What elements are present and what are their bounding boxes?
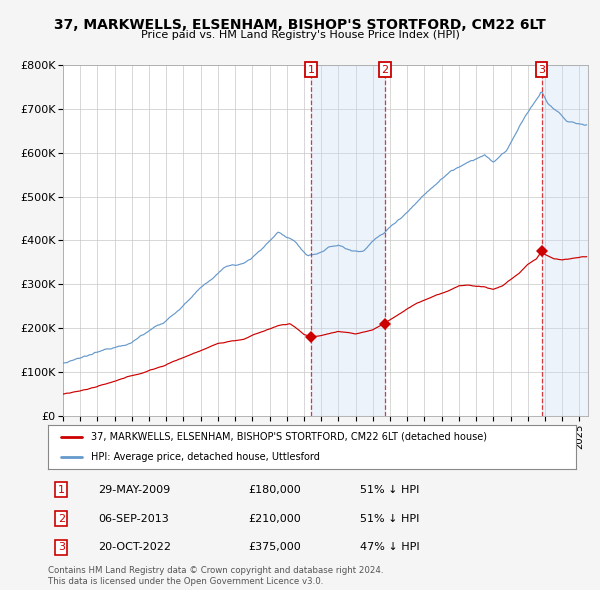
Text: 20-OCT-2022: 20-OCT-2022 <box>98 542 171 552</box>
Text: 51% ↓ HPI: 51% ↓ HPI <box>359 485 419 495</box>
Text: £180,000: £180,000 <box>248 485 301 495</box>
Text: 51% ↓ HPI: 51% ↓ HPI <box>359 514 419 523</box>
Text: £210,000: £210,000 <box>248 514 301 523</box>
Text: 06-SEP-2013: 06-SEP-2013 <box>98 514 169 523</box>
Text: 1: 1 <box>308 65 314 75</box>
Text: 3: 3 <box>538 65 545 75</box>
Bar <box>311 65 385 416</box>
Text: 1: 1 <box>58 485 65 495</box>
Text: HPI: Average price, detached house, Uttlesford: HPI: Average price, detached house, Uttl… <box>91 452 320 462</box>
Text: 3: 3 <box>58 542 65 552</box>
Text: Price paid vs. HM Land Registry's House Price Index (HPI): Price paid vs. HM Land Registry's House … <box>140 30 460 40</box>
Text: £375,000: £375,000 <box>248 542 301 552</box>
Text: 37, MARKWELLS, ELSENHAM, BISHOP'S STORTFORD, CM22 6LT (detached house): 37, MARKWELLS, ELSENHAM, BISHOP'S STORTF… <box>91 432 487 442</box>
Text: 2: 2 <box>381 65 388 75</box>
Text: 37, MARKWELLS, ELSENHAM, BISHOP'S STORTFORD, CM22 6LT: 37, MARKWELLS, ELSENHAM, BISHOP'S STORTF… <box>54 18 546 32</box>
Text: 47% ↓ HPI: 47% ↓ HPI <box>359 542 419 552</box>
Bar <box>542 65 588 416</box>
Text: 29-MAY-2009: 29-MAY-2009 <box>98 485 170 495</box>
Text: 2: 2 <box>58 514 65 523</box>
Text: Contains HM Land Registry data © Crown copyright and database right 2024.
This d: Contains HM Land Registry data © Crown c… <box>48 566 383 586</box>
